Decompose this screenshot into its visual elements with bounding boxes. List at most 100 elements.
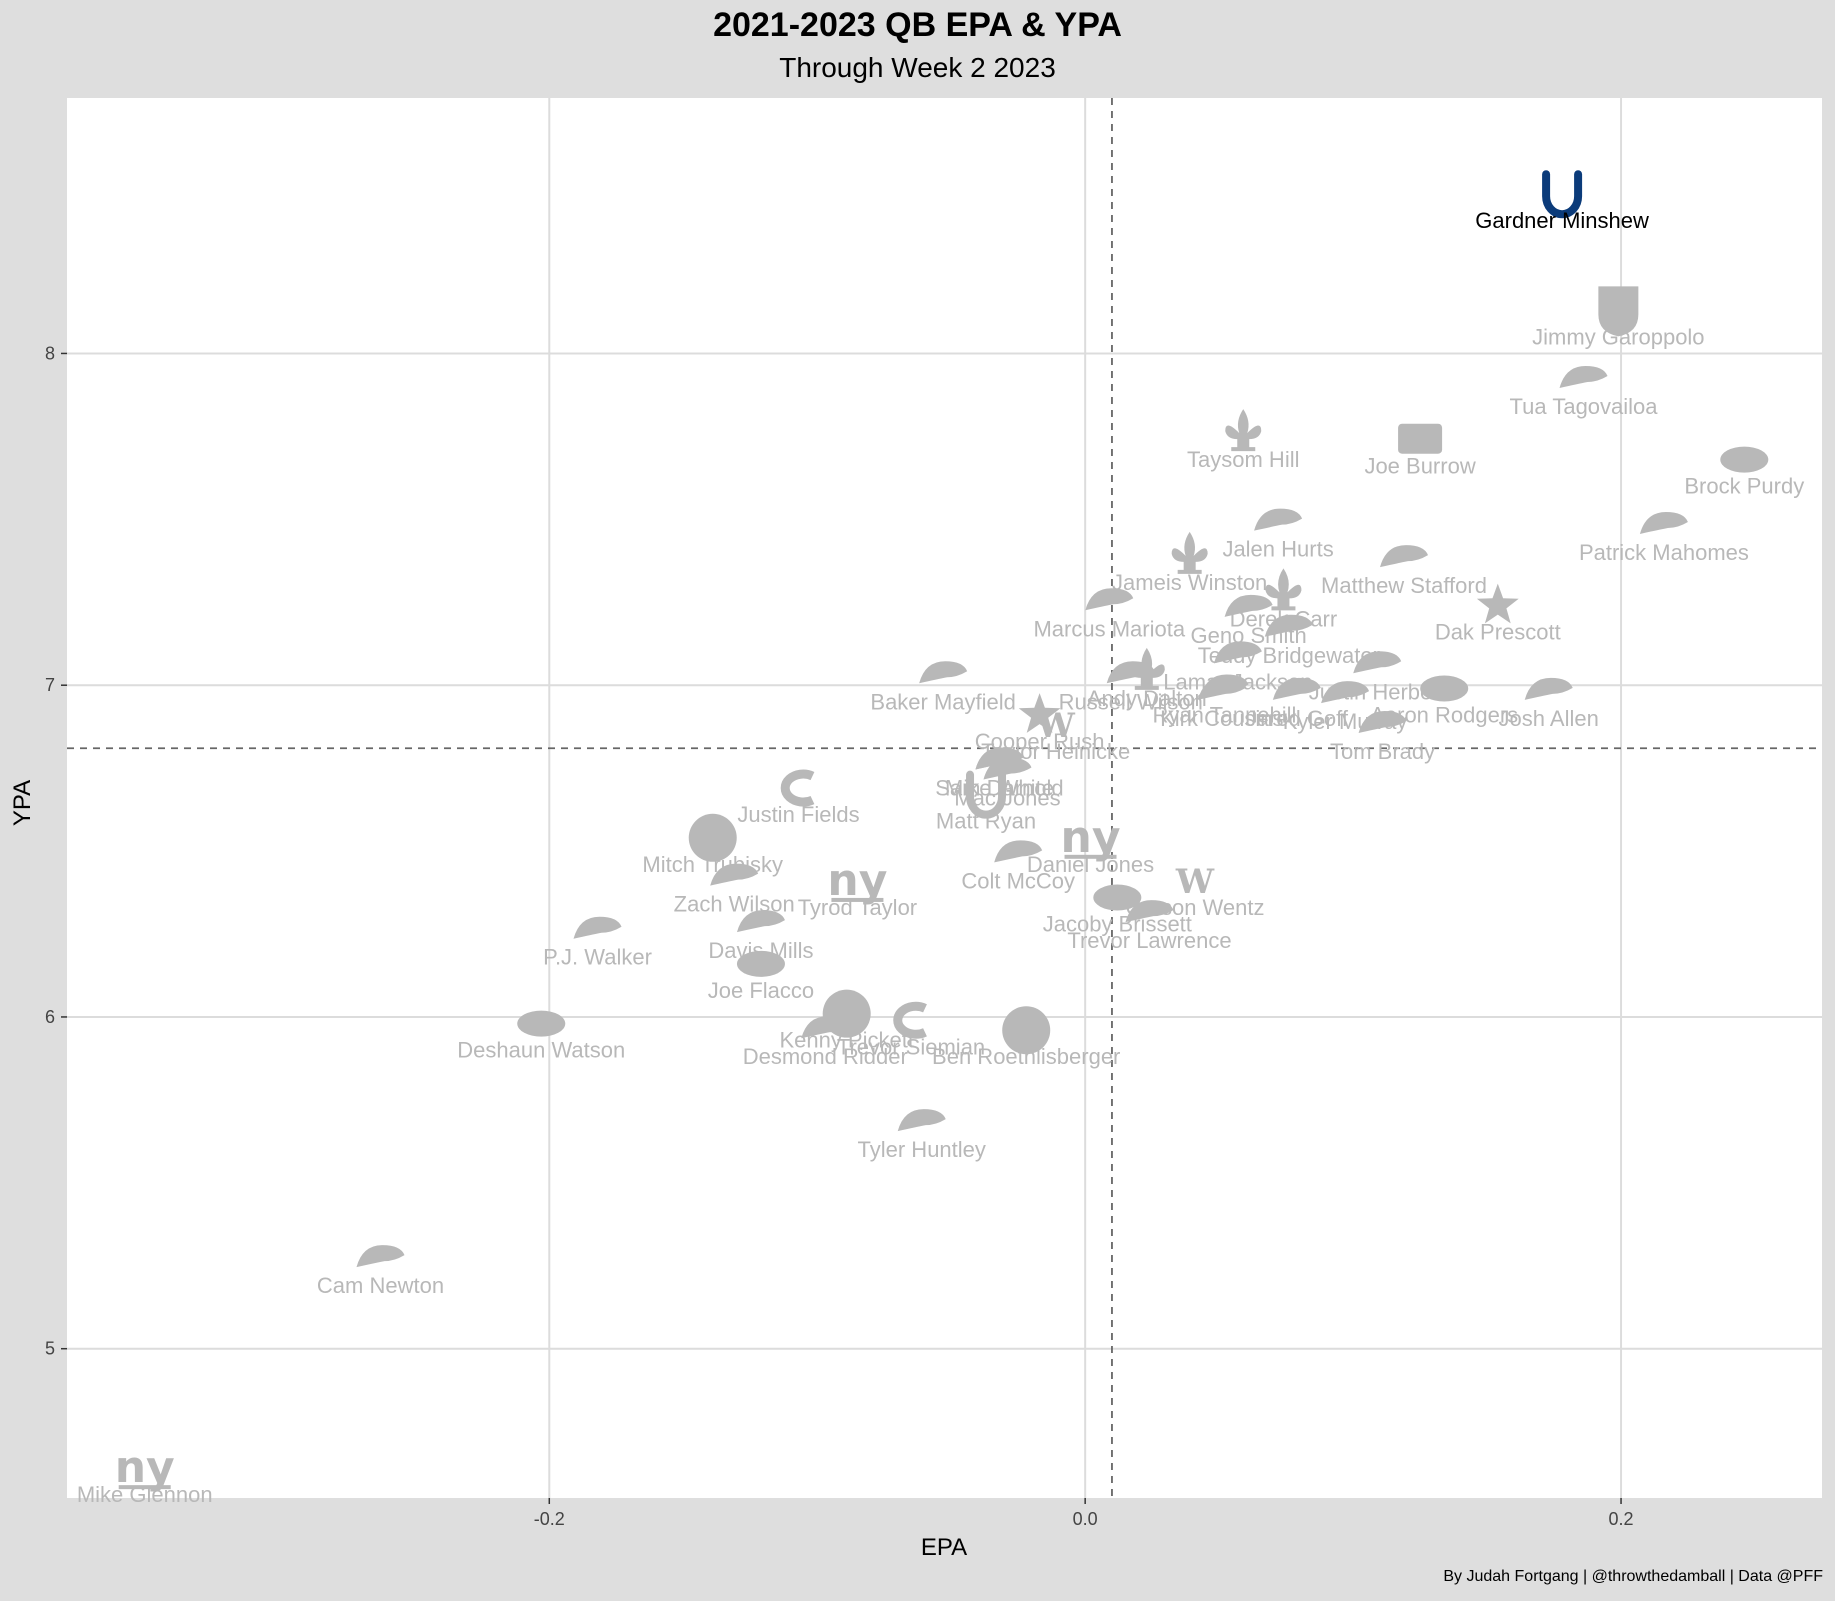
x-tick-label: 0.2 — [1609, 1509, 1634, 1529]
buccaneers-icon — [1358, 711, 1407, 734]
point-label: Tom Brady — [1330, 739, 1435, 764]
commanders-icon: W — [1175, 862, 1215, 902]
y-tick-label: 6 — [45, 1007, 55, 1027]
broncos-icon — [1106, 661, 1155, 684]
saints-fleur-icon — [1265, 568, 1302, 611]
point-label: Joe Flacco — [708, 978, 814, 1003]
point-label: Justin Fields — [737, 802, 859, 827]
point-label: Kenny Pickett — [779, 1028, 914, 1053]
49ers-icon — [1720, 446, 1769, 473]
chart-title: 2021-2023 QB EPA & YPA — [713, 6, 1122, 44]
saints-fleur-icon — [1225, 409, 1262, 452]
commanders-icon: W — [1036, 706, 1076, 746]
svg-text:ny: ny — [827, 855, 887, 906]
browns-icon — [517, 1010, 566, 1037]
point-label: Jacoby Brissett — [1043, 912, 1192, 937]
x-tick-label: 0.0 — [1073, 1509, 1098, 1529]
rams-icon — [1380, 545, 1429, 568]
cowboys-star-icon — [1018, 693, 1061, 733]
point-label: Jared Goff — [1246, 706, 1349, 731]
chargers-icon — [1353, 651, 1402, 674]
point-label: Teddy Bridgewater — [1198, 643, 1380, 668]
point-label: Marcus Mariota — [1033, 616, 1185, 641]
point-label: Colt McCoy — [961, 868, 1075, 893]
packers-icon — [1420, 675, 1469, 702]
bengals-icon — [1398, 423, 1443, 454]
point-label: Justin Herbert — [1309, 679, 1446, 704]
cardinals-icon — [1321, 681, 1370, 704]
browns-icon — [736, 950, 785, 977]
cowboys-star-icon — [1476, 583, 1519, 624]
point-labels: Jimmy Garoppolo Tua Tagovailoa Joe Burrow T… — [77, 208, 1804, 1507]
broncos-icon — [1264, 614, 1313, 637]
point-label: Deshaun Watson — [457, 1038, 625, 1063]
point-label: Mike Glennon — [77, 1482, 213, 1507]
raiders-shield-icon — [1598, 286, 1639, 337]
point-label: Cooper Rush — [975, 729, 1105, 754]
point-label: Lamar Jackson — [1163, 669, 1312, 694]
jets-icon — [710, 863, 759, 886]
seahawks-icon — [1224, 594, 1273, 617]
x-tick-label: -0.2 — [534, 1509, 565, 1529]
steelers-icon — [688, 813, 737, 862]
point-label: Derek Carr — [1230, 606, 1338, 631]
point-label: Davis Mills — [708, 938, 813, 963]
point-label: Taylor Heinicke — [981, 739, 1130, 764]
y-axis-label: YPA — [9, 780, 36, 826]
reference-lines — [67, 98, 1822, 1498]
point-label: Kirk Cousins — [1160, 706, 1283, 731]
point-label: Trevor Siemian — [837, 1034, 985, 1059]
dolphins-icon — [1559, 365, 1608, 388]
point-label: Geno Smith — [1191, 623, 1307, 648]
axes: -0.2 0.0 0.2 5 6 7 8 — [45, 343, 1634, 1529]
point-label: Desmond Ridder — [743, 1044, 908, 1069]
vikings-icon — [1197, 677, 1246, 700]
point-label: Brock Purdy — [1684, 474, 1804, 499]
point-label: Kyler Murray — [1283, 709, 1408, 734]
giants-ny-icon: ny — [115, 1442, 175, 1493]
giants-ny-icon: ny — [827, 855, 887, 906]
colts-horseshoe-icon — [1542, 170, 1583, 219]
point-label: Tyrod Taylor — [798, 895, 917, 920]
saints-fleur-icon — [1171, 531, 1208, 574]
texans-icon — [736, 910, 785, 933]
point-label: Jameis Winston — [1112, 570, 1267, 595]
panthers-icon — [356, 1245, 405, 1268]
point-label: Ryan Tannehill — [1153, 703, 1297, 728]
x-axis-label: EPA — [921, 1534, 967, 1561]
point-label: Patrick Mahomes — [1579, 540, 1749, 565]
chart-subtitle: Through Week 2 2023 — [779, 52, 1056, 83]
y-tick-label: 8 — [45, 343, 55, 363]
point-label: Tyler Huntley — [858, 1137, 986, 1162]
bears-icon — [780, 769, 815, 807]
point-label: Matthew Stafford — [1321, 573, 1487, 598]
svg-text:W: W — [1036, 706, 1076, 746]
cardinals-icon — [994, 840, 1043, 863]
point-label: Jalen Hurts — [1222, 537, 1333, 562]
point-label: Baker Mayfield — [870, 689, 1016, 714]
point-label: Josh Allen — [1499, 706, 1599, 731]
point-label: Taysom Hill — [1187, 447, 1299, 472]
jets-icon — [975, 747, 1024, 770]
point-label: Joe Burrow — [1364, 454, 1475, 479]
buccaneers-icon — [919, 661, 968, 684]
bills-icon — [1524, 677, 1573, 700]
point-label: Sam Darnold — [935, 776, 1063, 801]
point-label: Cam Newton — [317, 1273, 444, 1298]
svg-text:W: W — [1175, 862, 1215, 902]
giants-ny-icon: ny — [1061, 812, 1121, 863]
y-tick-label: 7 — [45, 675, 55, 695]
eagles-icon — [1254, 508, 1303, 531]
point-label: Mike White — [945, 776, 1054, 801]
point-label: Mitch Trubisky — [642, 852, 783, 877]
point-label: Russell Wilson — [1059, 689, 1203, 714]
lions-icon — [1272, 677, 1321, 700]
browns-icon — [1093, 884, 1142, 911]
patriots-icon — [983, 757, 1032, 780]
ravens-icon — [897, 1109, 946, 1132]
point-label: Aaron Rodgers — [1370, 703, 1518, 728]
svg-text:ny: ny — [1061, 812, 1121, 863]
colts-horseshoe-icon — [966, 770, 1007, 819]
point-label: Dak Prescott — [1435, 620, 1561, 645]
